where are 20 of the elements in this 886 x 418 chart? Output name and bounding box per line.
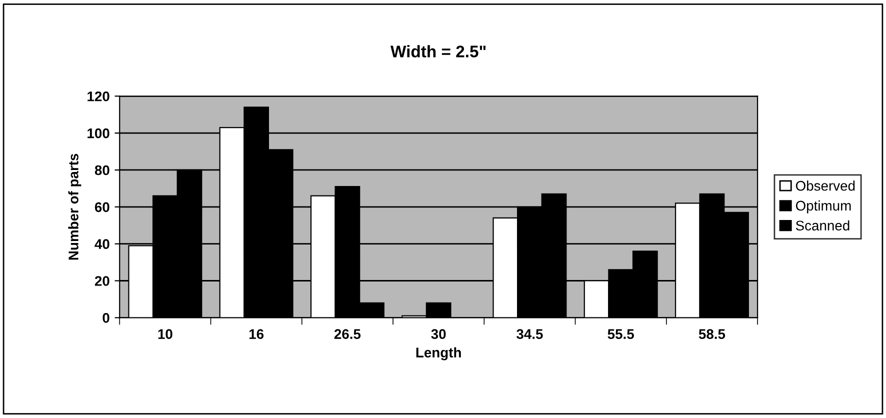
x-tick-label: 34.5 [516, 329, 543, 340]
x-tick-label: 10 [158, 329, 172, 339]
y-tick-label: 100 [88, 128, 110, 138]
y-tick-label: 80 [94, 165, 110, 176]
x-tick-label: 58.5 [698, 329, 726, 339]
legend-label: Optimum [796, 200, 851, 214]
legend-label: Observed [796, 180, 855, 191]
chart-title: Width = 2.5" [390, 45, 486, 58]
x-tick-label: 55.5 [608, 329, 634, 339]
legend-label: Scanned [796, 220, 850, 231]
y-tick-label: 60 [94, 202, 110, 212]
y-tick-label: 40 [94, 239, 110, 250]
x-axis-title: Length [416, 347, 461, 360]
x-tick-label: 26.5 [334, 329, 361, 339]
x-tick-label: 16 [249, 329, 264, 339]
x-tick-label: 30 [431, 329, 446, 340]
y-axis-title: Number of parts [68, 154, 82, 260]
y-tick-label: 0 [102, 313, 110, 323]
y-tick-label: 20 [94, 276, 110, 286]
y-tick-label: 120 [88, 91, 110, 102]
